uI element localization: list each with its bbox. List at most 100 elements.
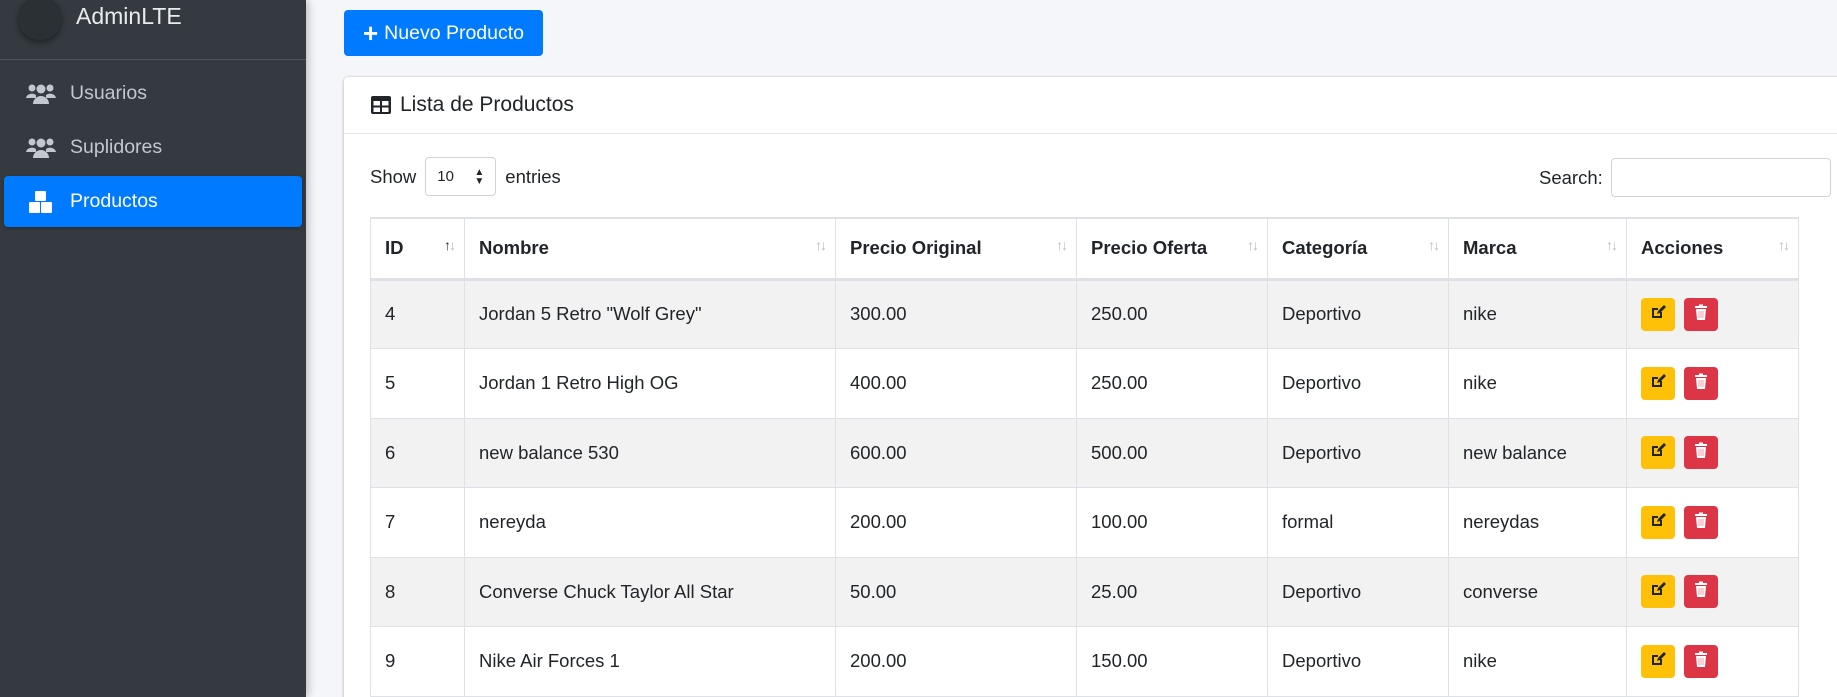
card-title: Lista de Productos xyxy=(400,93,574,116)
sidebar-item-label: Suplidores xyxy=(70,136,163,158)
plus-icon: + xyxy=(362,18,379,48)
edit-button[interactable] xyxy=(1641,436,1675,470)
trash-icon xyxy=(1692,511,1710,534)
new-product-label: Nuevo Producto xyxy=(384,21,525,44)
cell-categoria: Deportivo xyxy=(1267,626,1449,697)
cell-id: 7 xyxy=(370,487,465,558)
cell-marca: nereydas xyxy=(1448,487,1627,558)
cell-categoria: formal xyxy=(1267,487,1449,558)
sort-icon: ↑↓ xyxy=(1428,237,1440,253)
edit-button[interactable] xyxy=(1641,366,1675,400)
cell-precio-oferta: 150.00 xyxy=(1076,626,1268,697)
sidebar-item-productos[interactable]: Productos xyxy=(4,176,302,227)
table-row: 8 Converse Chuck Taylor All Star 50.00 25.0… xyxy=(370,556,1799,627)
show-label: Show xyxy=(370,165,417,187)
column-header-label: Acciones xyxy=(1641,237,1724,259)
search-input[interactable] xyxy=(1610,158,1831,197)
cell-acciones xyxy=(1626,278,1799,349)
products-card: Lista de Productos Show 10 ▲ ▼ entries Se… xyxy=(344,77,1837,697)
cell-acciones xyxy=(1626,487,1799,558)
cell-categoria: Deportivo xyxy=(1267,417,1449,488)
edit-icon xyxy=(1649,441,1667,464)
column-header[interactable]: Acciones ↑↓ xyxy=(1626,217,1799,281)
column-header-label: Nombre xyxy=(479,237,549,259)
cell-precio-oferta: 25.00 xyxy=(1076,556,1268,627)
column-header[interactable]: Nombre ↑↓ xyxy=(464,217,836,281)
table-row: 7 nereyda 200.00 100.00 formal nereydas xyxy=(370,487,1799,558)
sort-icon: ↑↓ xyxy=(444,237,456,253)
cell-nombre: Jordan 5 Retro "Wolf Grey" xyxy=(464,278,836,349)
cell-nombre: Converse Chuck Taylor All Star xyxy=(464,556,836,627)
delete-button[interactable] xyxy=(1684,366,1718,400)
cell-precio-original: 50.00 xyxy=(835,556,1077,627)
edit-button[interactable] xyxy=(1641,505,1675,539)
entries-length: Show 10 ▲ ▼ entries xyxy=(370,157,561,196)
cell-marca: nike xyxy=(1448,278,1627,349)
column-header-label: Precio Original xyxy=(850,237,982,259)
cell-acciones xyxy=(1626,556,1799,627)
delete-button[interactable] xyxy=(1684,575,1718,609)
cell-nombre: new balance 530 xyxy=(464,417,836,488)
sidebar: AdminLTE Usuarios Suplidores Productos xyxy=(0,0,306,697)
column-header[interactable]: Precio Oferta ↑↓ xyxy=(1076,217,1268,281)
cell-precio-original: 200.00 xyxy=(835,626,1077,697)
edit-button[interactable] xyxy=(1641,575,1675,609)
select-arrows-icon: ▲ ▼ xyxy=(474,166,485,187)
cell-id: 5 xyxy=(370,348,465,419)
cell-acciones xyxy=(1626,626,1799,697)
cell-marca: converse xyxy=(1448,556,1627,627)
card-header: Lista de Productos xyxy=(344,77,1837,134)
sort-icon: ↑↓ xyxy=(1247,237,1259,253)
sort-icon: ↑↓ xyxy=(1778,237,1790,253)
delete-button[interactable] xyxy=(1684,505,1718,539)
entries-label: entries xyxy=(505,165,561,187)
sidebar-item-label: Productos xyxy=(70,190,158,212)
delete-button[interactable] xyxy=(1684,297,1718,331)
cell-marca: nike xyxy=(1448,626,1627,697)
search-filter: Search: xyxy=(1539,158,1831,197)
cell-nombre: Nike Air Forces 1 xyxy=(464,626,836,697)
entries-select[interactable]: 10 ▲ ▼ xyxy=(425,157,497,196)
cell-categoria: Deportivo xyxy=(1267,348,1449,419)
users-icon xyxy=(26,138,56,158)
cell-precio-original: 200.00 xyxy=(835,487,1077,558)
sidebar-item-suplidores[interactable]: Suplidores xyxy=(4,122,302,173)
entries-value: 10 xyxy=(437,168,454,185)
trash-icon xyxy=(1692,441,1710,464)
edit-button[interactable] xyxy=(1641,297,1675,331)
edit-icon xyxy=(1649,650,1667,673)
brand-link[interactable]: AdminLTE xyxy=(0,0,306,60)
edit-icon xyxy=(1649,372,1667,395)
products-table: ID ↑↓ Nombre ↑↓ Precio Original ↑↓ Precio Ofer… xyxy=(370,217,1799,697)
edit-button[interactable] xyxy=(1641,644,1675,678)
trash-icon xyxy=(1692,580,1710,603)
column-header[interactable]: Precio Original ↑↓ xyxy=(835,217,1077,281)
cell-marca: nike xyxy=(1448,348,1627,419)
cell-precio-oferta: 250.00 xyxy=(1076,278,1268,349)
column-header[interactable]: Marca ↑↓ xyxy=(1448,217,1627,281)
cell-id: 4 xyxy=(370,278,465,349)
cell-precio-oferta: 100.00 xyxy=(1076,487,1268,558)
column-header[interactable]: ID ↑↓ xyxy=(370,217,465,281)
delete-button[interactable] xyxy=(1684,644,1718,678)
delete-button[interactable] xyxy=(1684,436,1718,470)
cell-id: 9 xyxy=(370,626,465,697)
sidebar-nav: Usuarios Suplidores Productos xyxy=(0,60,306,238)
column-header-label: ID xyxy=(385,237,404,259)
trash-icon xyxy=(1692,303,1710,326)
table-row: 6 new balance 530 600.00 500.00 Deportivo new… xyxy=(370,417,1799,488)
sidebar-item-usuarios[interactable]: Usuarios xyxy=(4,68,302,119)
cell-precio-oferta: 500.00 xyxy=(1076,417,1268,488)
cell-precio-oferta: 250.00 xyxy=(1076,348,1268,419)
boxes-icon xyxy=(29,190,52,213)
table-row: 4 Jordan 5 Retro "Wolf Grey" 300.00 250.00 D… xyxy=(370,278,1799,349)
table-icon xyxy=(371,96,391,114)
new-product-button[interactable]: + Nuevo Producto xyxy=(344,10,543,56)
table-row: 5 Jordan 1 Retro High OG 400.00 250.00 Depor… xyxy=(370,348,1799,419)
cell-categoria: Deportivo xyxy=(1267,278,1449,349)
trash-icon xyxy=(1692,650,1710,673)
column-header-label: Precio Oferta xyxy=(1091,237,1208,259)
column-header[interactable]: Categoría ↑↓ xyxy=(1267,217,1449,281)
cell-acciones xyxy=(1626,348,1799,419)
trash-icon xyxy=(1692,372,1710,395)
